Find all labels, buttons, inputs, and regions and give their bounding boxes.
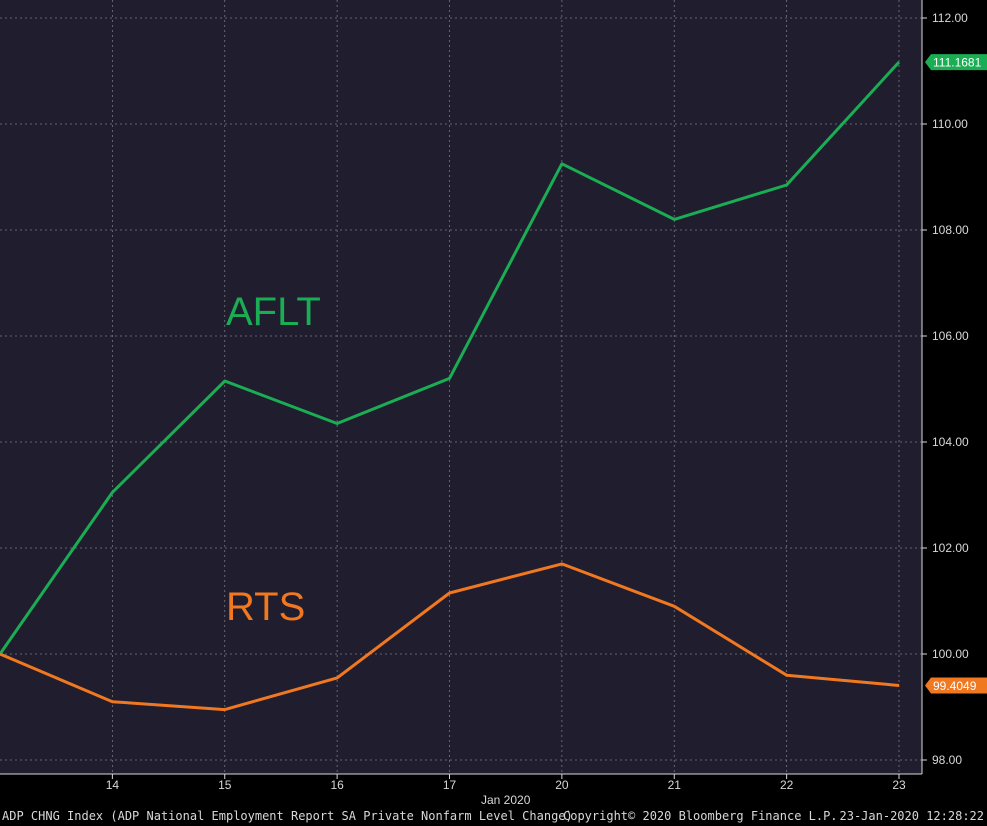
last-value-tag-rts [925, 677, 987, 694]
x-tick-label: 22 [780, 778, 794, 792]
y-tick-label: 102.00 [932, 541, 969, 555]
last-value-label-rts: 99.4049 [933, 679, 977, 693]
x-axis: 14 15 16 17 20 21 22 23 Jan 2020 [0, 773, 922, 806]
x-tick-label: 21 [668, 778, 682, 792]
last-value-label-aflt: 111.1681 [933, 56, 982, 70]
y-tick-label: 106.00 [932, 329, 969, 343]
x-tick-label: 17 [443, 778, 457, 792]
y-tick-label: 110.00 [932, 117, 968, 131]
x-tick-label: 16 [330, 778, 344, 792]
last-value-tag-aflt [925, 54, 987, 71]
x-tick-label: 14 [106, 778, 120, 792]
footer-source-text: ADP CHNG Index (ADP National Employment … [2, 809, 573, 823]
y-tick-label: 100.00 [932, 647, 969, 661]
series-name-label-rts: RTS [226, 585, 305, 629]
y-tick-label: 98.00 [932, 753, 962, 767]
y-tick-label: 104.00 [932, 435, 969, 449]
series-line-rts [0, 562, 900, 712]
line-chart: 98.00 100.00 102.00 104.00 106.00 108.00 110.0… [0, 0, 987, 806]
x-tick-label: 23 [892, 778, 906, 792]
footer-bar: ADP CHNG Index (ADP National Employment … [0, 806, 987, 826]
footer-copyright-text: Copyright© 2020 Bloomberg Finance L.P. [563, 809, 838, 823]
series-layer: AFLT 111.1681 RTS 99.4049 [0, 54, 987, 712]
x-tick-label: 20 [555, 778, 569, 792]
y-tick-label: 112.00 [932, 11, 968, 25]
series-name-label-aflt: AFLT [226, 290, 321, 334]
x-axis-month-label: Jan 2020 [481, 793, 531, 806]
y-axis: 98.00 100.00 102.00 104.00 106.00 108.00 110.0… [921, 0, 969, 774]
grid-lines [0, 0, 922, 774]
plot-area [0, 0, 922, 774]
y-tick-label: 108.00 [932, 223, 969, 237]
series-line-aflt [0, 61, 901, 655]
x-tick-label: 15 [218, 778, 232, 792]
footer-timestamp-text: 23-Jan-2020 12:28:22 [839, 809, 985, 823]
